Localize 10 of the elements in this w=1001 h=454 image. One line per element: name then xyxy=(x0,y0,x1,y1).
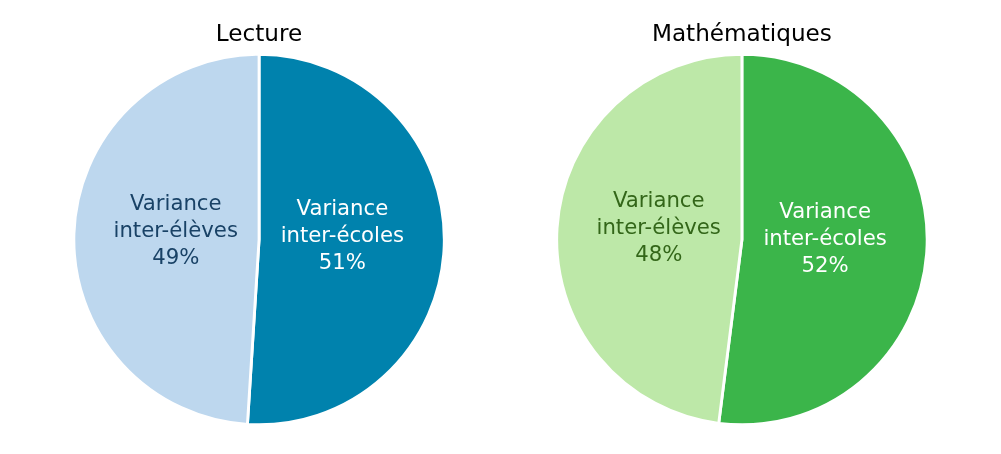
slice-label: Variance inter-écoles xyxy=(763,197,887,250)
slice-label: Variance inter-élèves xyxy=(596,187,721,240)
chart-title: Lecture xyxy=(215,19,303,46)
data-label: 51% xyxy=(318,249,366,275)
slice-label: Variance inter-élèves xyxy=(113,189,238,242)
data-label: 48% xyxy=(635,241,683,267)
data-label: 49% xyxy=(152,243,200,269)
slice-label: Variance inter-écoles xyxy=(280,195,405,248)
chart-title: Mathématiques xyxy=(651,19,832,46)
data-label: 52% xyxy=(801,251,849,277)
